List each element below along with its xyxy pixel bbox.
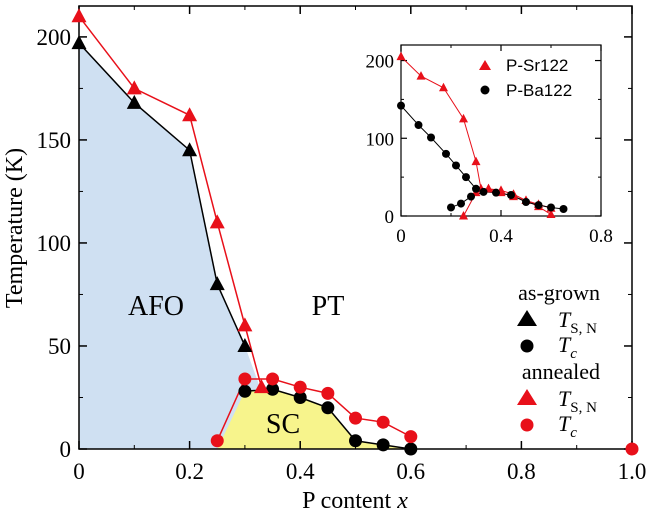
- x-tick-label: 0.2: [175, 459, 204, 484]
- y-tick-label: 0: [60, 437, 72, 462]
- triangle-marker: [209, 276, 225, 291]
- inset-triangle-marker: [471, 156, 481, 166]
- circle-marker: [238, 384, 252, 398]
- inset-circle-marker: [462, 173, 470, 182]
- x-tick-label: 0: [73, 459, 85, 484]
- inset-triangle-marker: [396, 51, 406, 61]
- circle-marker: [266, 372, 280, 386]
- y-tick-label: 200: [37, 25, 72, 50]
- inset-x-tick-label: 0.4: [489, 226, 513, 247]
- triangle-marker: [253, 379, 269, 394]
- x-tick-label: 0.8: [507, 459, 536, 484]
- circle-marker: [238, 372, 252, 386]
- inset-circle-marker: [442, 149, 450, 158]
- legend-group-as-grown: as-grown: [518, 280, 600, 305]
- circle-marker: [404, 430, 418, 444]
- circle-marker: [293, 390, 307, 404]
- triangle-marker: [71, 8, 87, 23]
- circle-marker: [321, 386, 335, 400]
- inset-circle-marker: [472, 184, 480, 193]
- circle-marker: [625, 442, 639, 456]
- inset-triangle-marker: [416, 71, 426, 80]
- triangle-marker: [126, 94, 142, 109]
- legend-marker-annealed-tsn: [517, 389, 537, 405]
- legend-marker-annealed-tc: [520, 418, 534, 432]
- legend-group-annealed: annealed: [522, 359, 600, 384]
- inset-triangle-marker: [459, 113, 468, 123]
- main-ticks: 0 0.2 0.4 0.6 0.8 1.0 0 50 100 150 200: [37, 6, 647, 484]
- x-tick-label: 0.6: [396, 459, 425, 484]
- legend: as-grown TS, N Tc annealed TS, N Tc: [517, 280, 600, 441]
- y-tick-label: 150: [37, 128, 72, 153]
- afo-region-label: AFO: [128, 291, 184, 322]
- circle-marker: [321, 401, 335, 415]
- triangle-marker: [182, 142, 198, 157]
- inset-triangle-marker: [546, 209, 556, 218]
- pt-region-label: PT: [312, 291, 345, 322]
- inset-legend-label-ba: P-Ba122: [506, 81, 572, 100]
- inset-circle-marker: [547, 203, 555, 212]
- triangle-marker: [209, 214, 225, 229]
- x-tick-label: 1.0: [618, 459, 647, 484]
- inset-circle-marker: [559, 205, 568, 214]
- triangle-marker: [126, 80, 142, 95]
- circle-marker: [349, 434, 362, 448]
- inset-legend-marker-sr: [479, 60, 491, 70]
- inset-legend-label-sr: P-Sr122: [506, 56, 568, 75]
- inset-circle-marker: [427, 133, 435, 142]
- inset-y-tick-label: 0: [385, 207, 395, 228]
- sc-region-label: SC: [266, 409, 300, 440]
- inset-circle-marker: [507, 191, 515, 200]
- circle-marker: [349, 411, 362, 425]
- inset-legend-marker-ba: [480, 85, 490, 95]
- inset-circle-marker: [447, 203, 455, 212]
- circle-marker: [210, 434, 224, 448]
- inset-circle-marker: [492, 188, 500, 197]
- inset-y-tick-label: 100: [366, 129, 395, 150]
- legend-marker-as-grown-tc: [520, 339, 534, 353]
- main-series-markers: [71, 8, 639, 456]
- circle-marker: [404, 442, 418, 456]
- inset-x-tick-label: 0: [396, 226, 406, 247]
- inset-x-tick-label: 0.8: [589, 226, 613, 247]
- inset-chart: 0 0.4 0.8 0 100 200 P-Sr122 P-Ba122: [366, 44, 613, 247]
- circle-marker: [376, 415, 390, 429]
- inset-circle-marker: [397, 101, 405, 110]
- legend-label-as-grown-tc: Tc: [558, 332, 577, 362]
- inset-y-tick-label: 200: [366, 52, 395, 73]
- triangle-marker: [237, 317, 253, 332]
- inset-circle-marker: [467, 192, 475, 201]
- inset-triangle-marker: [459, 211, 468, 220]
- inset-circle-marker: [414, 121, 423, 130]
- y-tick-label: 100: [37, 231, 72, 256]
- sc-region-fill: [217, 389, 411, 449]
- inset-triangle-marker: [439, 82, 448, 92]
- inset-circle-marker: [522, 198, 530, 207]
- inset-circle-marker: [479, 187, 488, 196]
- legend-marker-as-grown-tsn: [517, 310, 537, 326]
- x-tick-label: 0.4: [286, 459, 315, 484]
- afo-region-fill: [79, 43, 262, 449]
- legend-label-annealed-tc: Tc: [558, 411, 577, 441]
- triangle-marker: [71, 35, 87, 50]
- legend-label-as-grown-tsn: TS, N: [558, 307, 597, 337]
- circle-marker: [266, 382, 280, 396]
- inset-circle-marker: [452, 161, 460, 170]
- inset-circle-marker: [457, 199, 465, 208]
- series-line: [78, 15, 263, 388]
- y-axis-label: Temperature (K): [2, 148, 28, 308]
- circle-marker: [293, 380, 307, 394]
- x-axis-label: P content x: [302, 488, 408, 514]
- circle-marker: [376, 438, 390, 452]
- triangle-marker: [237, 337, 253, 352]
- triangle-marker: [182, 107, 198, 122]
- inset-series-markers: [396, 51, 568, 220]
- legend-label-annealed-tsn: TS, N: [558, 386, 597, 416]
- inset-circle-marker: [534, 201, 543, 210]
- y-tick-label: 50: [48, 334, 71, 359]
